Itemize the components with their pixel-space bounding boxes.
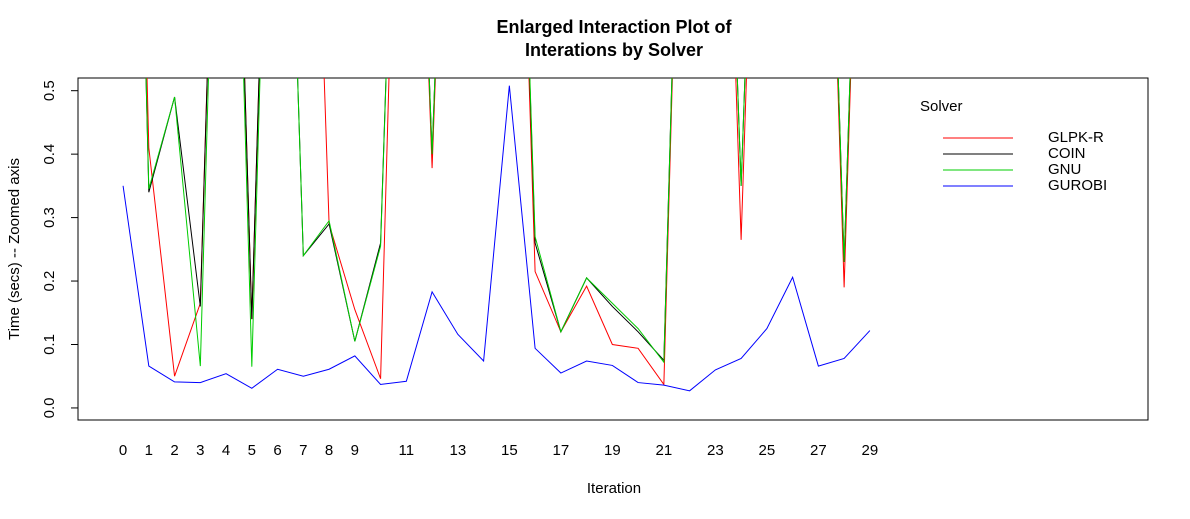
- x-tick-label: 0: [119, 442, 127, 459]
- legend-label: GNU: [1048, 161, 1081, 178]
- x-tick-label: 1: [145, 442, 153, 459]
- x-tick-label: 21: [656, 442, 673, 459]
- x-tick-label: 5: [248, 442, 256, 459]
- x-tick-label: 13: [449, 442, 466, 459]
- x-tick-label: 6: [273, 442, 281, 459]
- y-tick-label: 0.5: [41, 80, 58, 101]
- y-tick-label: 0.1: [41, 334, 58, 355]
- y-tick-label: 0.4: [41, 144, 58, 165]
- y-axis-title: Time (secs) -- Zoomed axis: [6, 158, 23, 340]
- x-tick-label: 19: [604, 442, 621, 459]
- legend-label: COIN: [1048, 145, 1086, 162]
- chart-title: Interations by Solver: [525, 40, 703, 60]
- x-tick-label: 4: [222, 442, 230, 459]
- y-tick-label: 0.3: [41, 207, 58, 228]
- x-tick-label: 2: [170, 442, 178, 459]
- x-tick-label: 17: [553, 442, 570, 459]
- y-tick-label: 0.2: [41, 271, 58, 292]
- series-line: [146, 78, 852, 386]
- series-line: [122, 85, 871, 392]
- x-tick-label: 27: [810, 442, 827, 459]
- plot-frame: [77, 77, 1149, 421]
- legend-label: GUROBI: [1048, 177, 1107, 194]
- x-tick-label: 7: [299, 442, 307, 459]
- series-line: [145, 78, 851, 367]
- x-tick-label: 23: [707, 442, 724, 459]
- series-line: [145, 78, 851, 362]
- y-tick-label: 0.0: [41, 398, 58, 419]
- x-tick-label: 3: [196, 442, 204, 459]
- x-axis-title: Iteration: [587, 480, 641, 497]
- x-tick-label: 9: [351, 442, 359, 459]
- x-tick-label: 11: [399, 442, 415, 459]
- chart-title: Enlarged Interaction Plot of: [496, 17, 732, 37]
- plot-lines: [122, 78, 871, 392]
- legend-title: Solver: [920, 98, 963, 115]
- x-tick-label: 8: [325, 442, 333, 459]
- x-tick-label: 29: [862, 442, 879, 459]
- legend-label: GLPK-R: [1048, 129, 1104, 146]
- x-tick-label: 25: [759, 442, 776, 459]
- x-tick-label: 15: [501, 442, 518, 459]
